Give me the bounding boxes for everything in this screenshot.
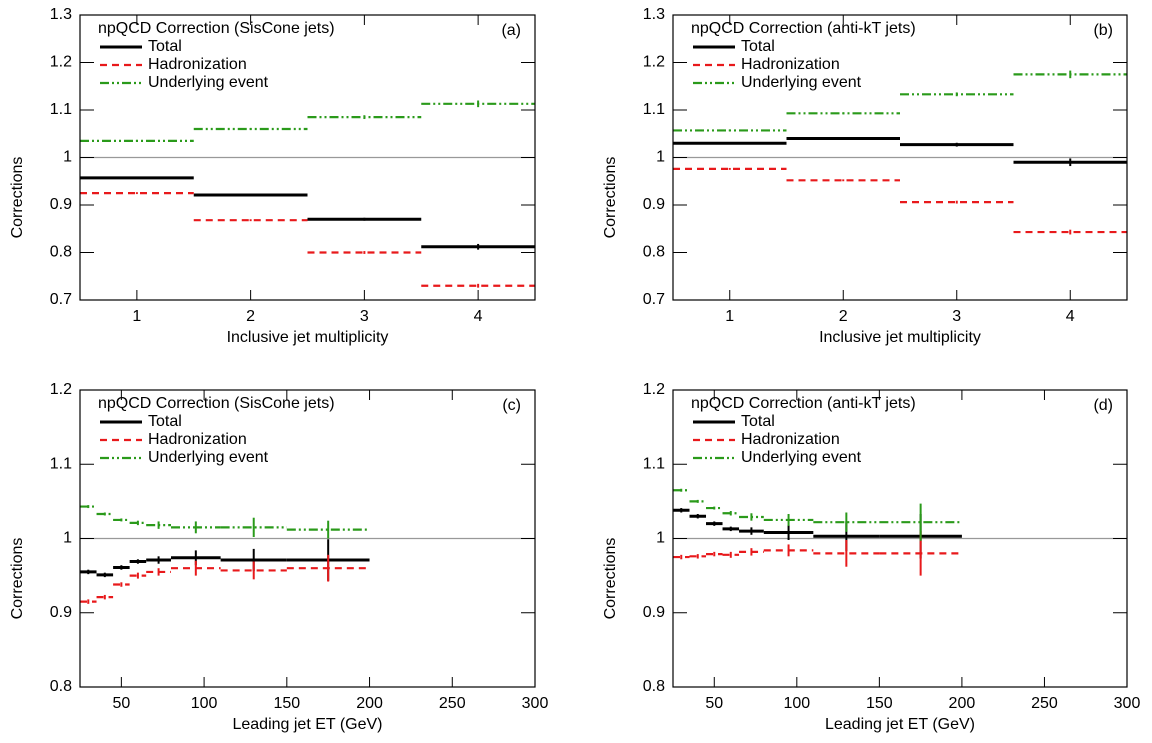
y-axis-label: Corrections xyxy=(9,157,26,239)
legend-label: Hadronization xyxy=(741,56,840,73)
x-tick-label: 2 xyxy=(839,308,848,325)
panel-label: (d) xyxy=(1093,397,1113,414)
legend-label: Underlying event xyxy=(741,74,862,91)
y-tick-label: 1 xyxy=(63,149,72,166)
x-axis-label: Inclusive jet multiplicity xyxy=(227,329,389,346)
y-tick-label: 1 xyxy=(656,149,665,166)
y-tick-label: 0.8 xyxy=(50,244,72,261)
y-tick-label: 1.2 xyxy=(50,54,72,71)
x-tick-label: 250 xyxy=(439,695,466,712)
x-tick-label: 100 xyxy=(191,695,218,712)
y-tick-label: 0.9 xyxy=(50,604,72,621)
x-tick-label: 100 xyxy=(783,695,810,712)
y-tick-label: 1.2 xyxy=(643,381,665,398)
y-tick-label: 1.1 xyxy=(643,101,665,118)
y-tick-label: 0.7 xyxy=(643,291,665,308)
x-tick-label: 250 xyxy=(1031,695,1058,712)
x-tick-label: 4 xyxy=(474,308,483,325)
y-tick-label: 1.1 xyxy=(50,455,72,472)
legend-label: Total xyxy=(148,38,182,55)
legend-label: Total xyxy=(148,413,182,430)
x-tick-label: 300 xyxy=(1114,695,1141,712)
legend-label: Underlying event xyxy=(741,449,862,466)
y-tick-label: 0.9 xyxy=(643,196,665,213)
x-tick-label: 3 xyxy=(952,308,961,325)
x-tick-label: 150 xyxy=(273,695,300,712)
panel-label: (c) xyxy=(502,397,521,414)
legend-label: Hadronization xyxy=(741,431,840,448)
plot-frame xyxy=(79,14,536,301)
x-axis-label: Inclusive jet multiplicity xyxy=(819,329,981,346)
x-tick-label: 1 xyxy=(725,308,734,325)
x-axis-label: Leading jet ET (GeV) xyxy=(232,716,382,733)
y-tick-label: 0.8 xyxy=(643,678,665,695)
legend-label: Underlying event xyxy=(148,74,269,91)
y-tick-label: 1 xyxy=(63,530,72,547)
x-tick-label: 1 xyxy=(132,308,141,325)
y-tick-label: 1 xyxy=(656,530,665,547)
legend-label: Total xyxy=(741,413,775,430)
y-axis-label: Corrections xyxy=(602,538,619,620)
y-tick-label: 1.2 xyxy=(50,381,72,398)
y-axis-label: Corrections xyxy=(9,538,26,620)
legend-title: npQCD Correction (anti-kT jets) xyxy=(691,20,916,37)
legend-label: Total xyxy=(741,38,775,55)
panel-label: (a) xyxy=(501,22,521,39)
y-tick-label: 0.8 xyxy=(643,244,665,261)
x-tick-label: 3 xyxy=(360,308,369,325)
x-tick-label: 50 xyxy=(705,695,723,712)
legend-title: npQCD Correction (anti-kT jets) xyxy=(691,395,916,412)
y-tick-label: 1.2 xyxy=(643,54,665,71)
x-tick-label: 2 xyxy=(246,308,255,325)
legend-label: Hadronization xyxy=(148,56,247,73)
y-tick-label: 0.7 xyxy=(50,291,72,308)
y-axis-label: Corrections xyxy=(602,157,619,239)
legend-title: npQCD Correction (SisCone jets) xyxy=(98,395,335,412)
x-tick-label: 4 xyxy=(1066,308,1075,325)
x-tick-label: 300 xyxy=(522,695,549,712)
y-tick-label: 0.8 xyxy=(50,678,72,695)
x-tick-label: 200 xyxy=(356,695,383,712)
y-tick-label: 1.1 xyxy=(50,101,72,118)
legend-title: npQCD Correction (SisCone jets) xyxy=(98,20,335,37)
x-tick-label: 50 xyxy=(112,695,130,712)
y-tick-label: 0.9 xyxy=(643,604,665,621)
y-tick-label: 1.1 xyxy=(643,455,665,472)
plot-frame xyxy=(672,389,1128,688)
legend-label: Underlying event xyxy=(148,449,269,466)
x-axis-label: Leading jet ET (GeV) xyxy=(825,716,975,733)
y-tick-label: 1.3 xyxy=(50,6,72,23)
legend-label: Hadronization xyxy=(148,431,247,448)
panel-label: (b) xyxy=(1093,22,1113,39)
x-tick-label: 150 xyxy=(866,695,893,712)
plot-frame xyxy=(79,389,536,688)
y-tick-label: 0.9 xyxy=(50,196,72,213)
x-tick-label: 200 xyxy=(949,695,976,712)
y-tick-label: 1.3 xyxy=(643,6,665,23)
plot-frame xyxy=(672,14,1128,301)
